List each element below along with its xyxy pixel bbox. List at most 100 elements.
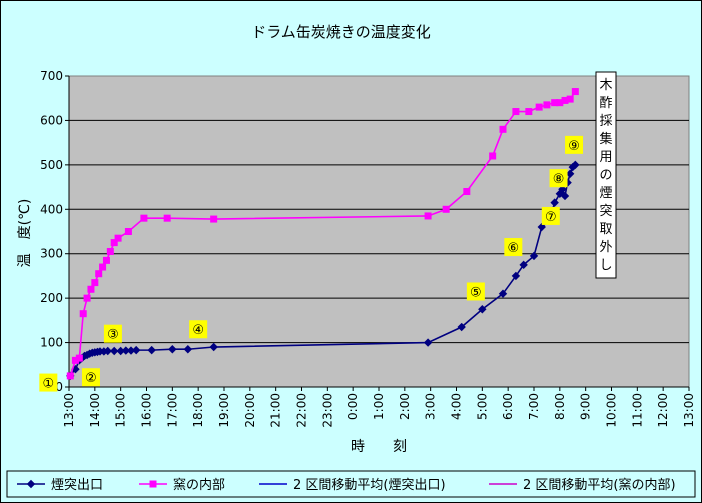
data-point-square	[463, 188, 471, 196]
x-tick-label-16: 5:00	[475, 393, 489, 420]
data-point-diamond	[110, 346, 119, 356]
x-tick-label-8: 21:00	[269, 393, 283, 428]
x-tick-label-15: 4:00	[450, 393, 464, 420]
x-tick-label-10: 23:00	[320, 393, 334, 428]
data-point-diamond	[565, 169, 575, 178]
data-point-diamond	[558, 185, 567, 194]
step-badge-6	[504, 238, 523, 257]
data-point-square	[99, 263, 107, 271]
x-tick-label-3: 16:00	[140, 393, 154, 428]
data-point-square	[110, 239, 118, 247]
x-axis-label: 時 刻	[351, 439, 407, 455]
step-badge-1	[39, 373, 58, 392]
data-point-square	[525, 108, 533, 116]
data-point-square	[79, 310, 87, 318]
y-tick-label-400: 400	[40, 202, 63, 216]
data-point-diamond	[103, 346, 112, 356]
data-point-square	[424, 212, 432, 220]
data-point-square	[163, 214, 171, 222]
annotation-char: 突	[599, 203, 612, 219]
x-tick-label-6: 19:00	[217, 393, 231, 428]
data-point-square	[571, 88, 579, 96]
data-point-square	[566, 95, 574, 103]
data-point-square	[499, 125, 507, 133]
data-point-square	[535, 103, 543, 111]
y-tick-label-0: 0	[55, 380, 63, 394]
x-tick-label-11: 0:00	[346, 393, 360, 420]
step-badge-3	[103, 324, 122, 343]
step-badge-4	[189, 320, 208, 339]
data-point-diamond	[498, 289, 508, 298]
data-point-diamond	[511, 271, 521, 281]
x-tick-label-4: 17:00	[165, 393, 179, 428]
y-axis-label: 温 度(℃)	[17, 199, 33, 268]
data-point-diamond	[478, 305, 487, 314]
plot-area	[68, 75, 690, 388]
data-point-diamond	[423, 338, 433, 347]
x-tick-label-24: 13:00	[682, 393, 696, 428]
x-tick-label-12: 1:00	[372, 393, 386, 420]
data-point-square	[95, 270, 103, 278]
x-tick-label-2: 15:00	[114, 393, 128, 428]
data-point-diamond	[209, 342, 218, 352]
step-badge-7	[541, 206, 560, 225]
data-point-square	[102, 256, 110, 264]
data-point-diamond	[147, 345, 156, 355]
x-tick-label-18: 7:00	[527, 393, 541, 420]
data-point-square	[512, 108, 520, 116]
step-badge-label-1: ①	[43, 377, 55, 392]
step-badge-label-2: ②	[85, 371, 97, 386]
data-point-diamond	[183, 345, 193, 354]
y-tick-label-300: 300	[40, 247, 63, 261]
legend-layer: 煙突出口 窯の内部 2 区間移動平均(煙突出口) 2 区間移動平均(窯の内部)	[6, 470, 696, 498]
data-point-diamond	[560, 191, 570, 201]
step-badge-label-9: ⑨	[568, 139, 580, 154]
x-tick-label-0: 13:00	[62, 393, 76, 428]
data-point-square	[83, 294, 91, 302]
data-point-square	[114, 234, 122, 242]
x-tick-label-1: 14:00	[88, 393, 102, 428]
x-tick-label-17: 6:00	[501, 393, 515, 420]
x-tick-label-14: 3:00	[424, 393, 438, 420]
annotation-char: の	[599, 168, 612, 183]
step-badge-label-8: ⑧	[553, 172, 565, 187]
legend-box	[6, 470, 696, 498]
vertical-annotation-box	[595, 71, 617, 279]
step-badge-label-5: ⑤	[470, 285, 482, 300]
step-badge-8	[549, 169, 568, 188]
data-point-square	[106, 247, 114, 255]
x-tick-label-7: 20:00	[243, 393, 257, 428]
data-point-diamond	[131, 345, 141, 355]
annotation-char: 取	[599, 222, 612, 237]
badge-layer: ① ② ③ ④ ⑤ ⑥ ⑦ ⑧ ⑨	[39, 135, 584, 392]
x-tick-label-19: 8:00	[553, 393, 567, 420]
annotation-char: 木	[599, 78, 612, 93]
annotation-char: 集	[599, 131, 612, 147]
series-layer	[66, 88, 580, 381]
x-tick-label-20: 9:00	[579, 393, 593, 420]
data-point-square	[124, 228, 132, 235]
x-tick-label-5: 18:00	[191, 393, 205, 428]
y-tick-label-700: 700	[40, 69, 63, 83]
x-ticks-layer: 13:00 14:00 15:00 16:00 17:00 18:00 19:00 20:00…	[62, 387, 696, 428]
y-tick-label-200: 200	[40, 291, 63, 305]
annotation-char: 外	[599, 240, 612, 255]
data-point-diamond	[519, 260, 528, 270]
data-point-diamond	[168, 345, 177, 354]
step-badge-2	[81, 368, 100, 387]
data-point-square	[489, 152, 497, 160]
x-tick-label-9: 22:00	[295, 393, 309, 428]
y-tick-label-600: 600	[40, 113, 63, 127]
legend-label-3: 2 区間移動平均(窯の内部)	[523, 477, 676, 493]
x-tick-label-23: 12:00	[656, 393, 670, 428]
x-tick-label-22: 11:00	[630, 393, 644, 428]
step-badge-label-6: ⑥	[508, 241, 520, 256]
annotation-char: 煙	[599, 186, 612, 201]
data-point-square	[91, 279, 99, 287]
grid-layer	[68, 76, 689, 388]
data-point-square	[210, 215, 218, 223]
legend-label-1: 窯の内部	[173, 477, 225, 493]
